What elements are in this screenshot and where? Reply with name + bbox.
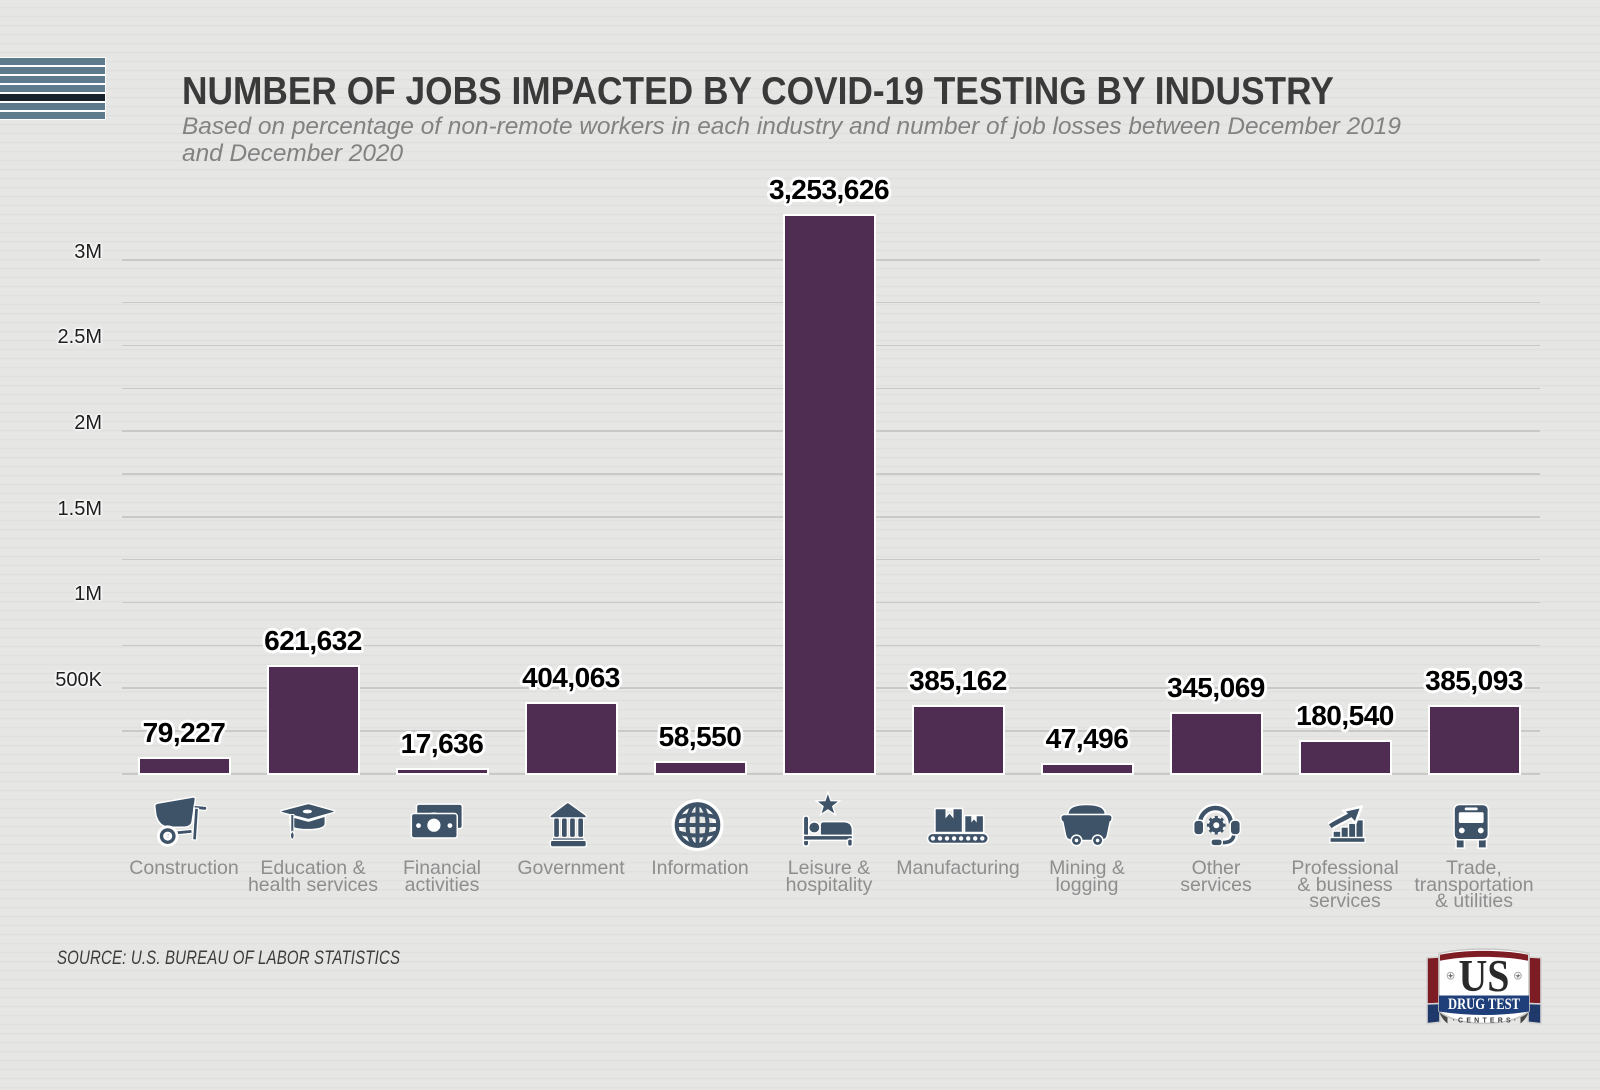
- svg-text:US: US: [1459, 950, 1510, 1001]
- svg-text:·CENTERS·: ·CENTERS·: [1453, 1017, 1520, 1024]
- svg-text:DRUG TEST: DRUG TEST: [1448, 996, 1521, 1013]
